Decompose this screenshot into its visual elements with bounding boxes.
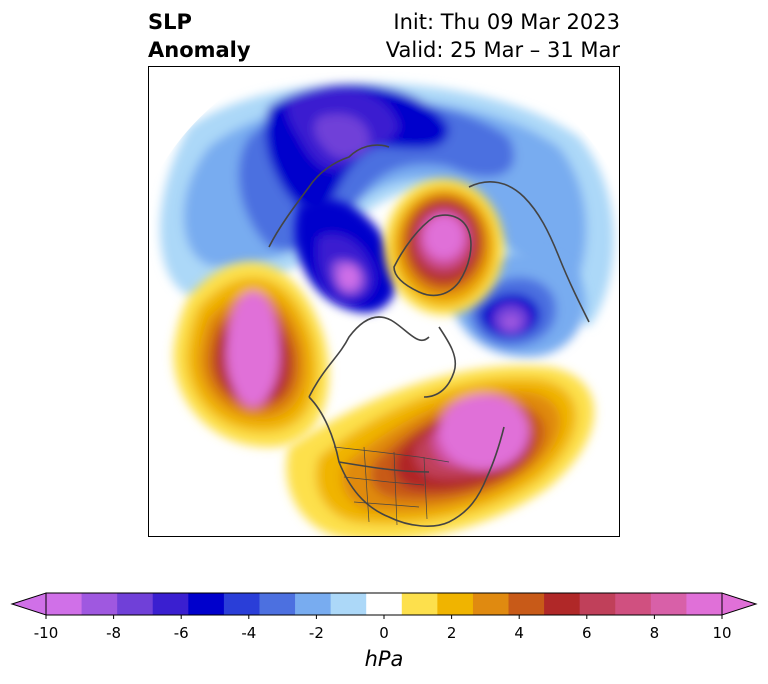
colorbar-segment	[366, 593, 403, 615]
colorbar-segment	[579, 593, 616, 615]
colorbar-units: hPa	[364, 647, 404, 671]
colorbar-tick-label: -10	[33, 624, 59, 642]
map-dates: Init: Thu 09 Mar 2023 Valid: 25 Mar – 31…	[386, 8, 620, 64]
colorbar-segment	[330, 593, 367, 615]
colorbar-segment	[152, 593, 189, 615]
colorbar-tick-label: 4	[514, 624, 524, 642]
colorbar-segment	[401, 593, 438, 615]
slp-anomaly-map	[160, 83, 614, 536]
positive-anomaly-arctic	[384, 179, 504, 315]
colorbar-segment	[437, 593, 474, 615]
positive-anomaly-pacific	[173, 262, 329, 447]
colorbar-segment	[615, 593, 652, 615]
colorbar-tick-label: 0	[379, 624, 389, 642]
colorbar-segment	[508, 593, 545, 615]
colorbar-segment	[472, 593, 510, 615]
colorbar-tick-label: 10	[712, 624, 732, 642]
colorbar-segment	[81, 593, 118, 615]
valid-date: Valid: 25 Mar – 31 Mar	[385, 38, 620, 62]
colorbar-extend-over	[721, 592, 758, 616]
title-line-1: SLP	[148, 10, 192, 34]
colorbar-segment	[223, 593, 260, 615]
init-date: Init: Thu 09 Mar 2023	[393, 10, 620, 34]
colorbar-tick-label: 6	[582, 624, 592, 642]
colorbar-segment	[686, 593, 723, 615]
negative-anomaly-greenland	[295, 199, 398, 313]
colorbar-tick-label: -2	[308, 624, 324, 642]
colorbar-tick-label: 2	[446, 624, 457, 642]
colorbar-segment	[117, 593, 154, 615]
coastline-outlines	[268, 144, 590, 527]
state-borders	[333, 446, 450, 526]
colorbar	[10, 592, 758, 619]
positive-anomaly-atlantic	[286, 365, 594, 536]
colorbar-segment	[650, 593, 687, 615]
colorbar-segment	[544, 593, 581, 615]
title-line-2: Anomaly	[148, 38, 251, 62]
colorbar-segment	[46, 593, 83, 615]
colorbar-segment	[295, 593, 332, 615]
colorbar-tick-label: -4	[241, 624, 257, 642]
colorbar-tick-label: 8	[649, 624, 660, 642]
colorbar-tick-label: -6	[173, 624, 189, 642]
colorbar-extend-under	[10, 592, 47, 616]
map-title: SLP Anomaly	[148, 8, 251, 64]
colorbar-segment	[259, 593, 296, 615]
colorbar-segment	[188, 593, 225, 615]
colorbar-tick-label: -8	[106, 624, 122, 642]
map-panel	[148, 66, 620, 537]
